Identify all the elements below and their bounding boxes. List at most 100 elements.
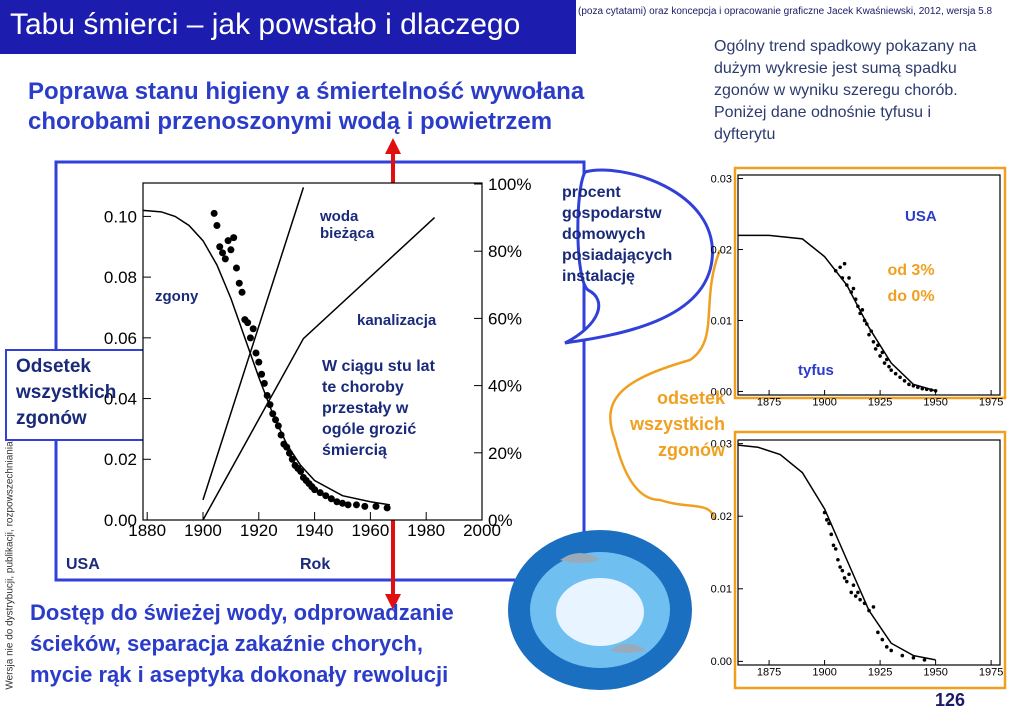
point [847, 276, 851, 280]
y-tick-label: 0.02 [711, 511, 732, 523]
x-axis-label: Rok [300, 556, 331, 573]
title: Tabu śmierci – jak powstało i dlaczego [10, 8, 521, 41]
point [889, 648, 894, 653]
conclusion: ścieków, separacja zakaźnie chorych, [30, 631, 423, 656]
point [884, 645, 889, 649]
x-tick-label: 1900 [184, 521, 222, 540]
point [833, 547, 838, 551]
credit: (poza cytatami) oraz koncepcja i opracow… [578, 6, 993, 17]
point [853, 594, 858, 598]
point [327, 495, 335, 503]
y-tick-label: 0.04 [104, 390, 137, 409]
point [297, 467, 305, 475]
point [851, 286, 856, 291]
annotation: USA [66, 556, 100, 573]
point [922, 658, 927, 662]
point [836, 557, 840, 562]
note: zgonów w wyniku szeregu chorób. [714, 82, 958, 99]
brace [609, 249, 722, 521]
callout: te choroby [322, 379, 404, 396]
callout: ogóle grozić [322, 421, 417, 438]
point [244, 319, 252, 327]
point [352, 501, 360, 509]
callout: wszystkich [629, 414, 725, 434]
point [221, 255, 229, 263]
point [847, 572, 851, 577]
point [260, 379, 268, 387]
point [361, 502, 369, 510]
point [911, 655, 916, 660]
point [876, 630, 880, 635]
point [849, 590, 854, 595]
point [338, 499, 346, 507]
speech-bubble [564, 168, 714, 345]
point [878, 354, 882, 358]
x-tick-label: 1980 [407, 521, 445, 540]
callout: od 3% [887, 262, 935, 279]
axis-box [5, 349, 149, 441]
point [227, 246, 235, 254]
x-tick-label: 1975 [979, 666, 1003, 678]
point [842, 261, 847, 266]
point [344, 501, 352, 509]
point [216, 243, 224, 251]
y-tick-label: 0.01 [711, 315, 732, 327]
point [316, 489, 324, 497]
callout: wszystkich [16, 382, 117, 403]
point [252, 349, 260, 357]
callout: gospodarstw [562, 205, 662, 222]
callout: do 0% [887, 288, 935, 305]
point [235, 279, 243, 287]
series-label: woda bieżąca [320, 208, 375, 242]
annotation: tyfus [798, 362, 834, 379]
point [838, 265, 842, 270]
note: dyfterytu [714, 126, 776, 143]
heading: Poprawa stanu higieny a śmiertelność wyw… [28, 78, 585, 105]
point [893, 371, 898, 376]
point [230, 234, 238, 242]
point [249, 325, 257, 333]
callout: śmiercią [322, 442, 387, 459]
y2-tick-label: 100% [488, 175, 531, 194]
note: dużym wykresie jest sumą spadku [714, 60, 957, 77]
point [900, 653, 905, 658]
y-tick-label: 0.02 [104, 450, 137, 469]
callout: instalację [562, 268, 635, 285]
page-number: 126 [935, 690, 966, 710]
conclusion: Dostęp do świeżej wody, odprowadzanie [30, 600, 454, 625]
point [871, 605, 876, 609]
point [851, 583, 856, 587]
x-tick-label: 1940 [296, 521, 334, 540]
point [873, 347, 878, 351]
note: Poniżej dane odnośnie tyfusu i [714, 104, 932, 121]
side-note: Wersja nie do dystrybucji, publikacji, r… [4, 441, 16, 690]
point [311, 486, 319, 494]
point [246, 334, 254, 342]
note: Ogólny trend spadkowy pokazany na [714, 38, 977, 55]
y-tick-label: 0.10 [104, 207, 137, 226]
point [887, 364, 891, 369]
annotation: USA [905, 208, 937, 225]
point [213, 222, 221, 230]
point [844, 579, 849, 584]
x-tick-label: 1920 [240, 521, 278, 540]
point [838, 565, 842, 569]
point [907, 382, 911, 387]
point [372, 502, 380, 510]
point [232, 264, 240, 272]
callout: zgonów [16, 408, 87, 429]
x-tick-label: 1900 [812, 396, 836, 408]
callout: procent [562, 184, 621, 201]
point [829, 532, 834, 537]
y-tick-label: 0.02 [711, 244, 732, 256]
line [142, 209, 391, 506]
point [255, 358, 263, 366]
callout: posiadających [562, 247, 673, 264]
point [825, 518, 829, 522]
point [871, 339, 876, 344]
point [880, 637, 885, 642]
y-tick-label: 0.00 [104, 511, 137, 530]
y2-tick-label: 0% [488, 511, 513, 530]
